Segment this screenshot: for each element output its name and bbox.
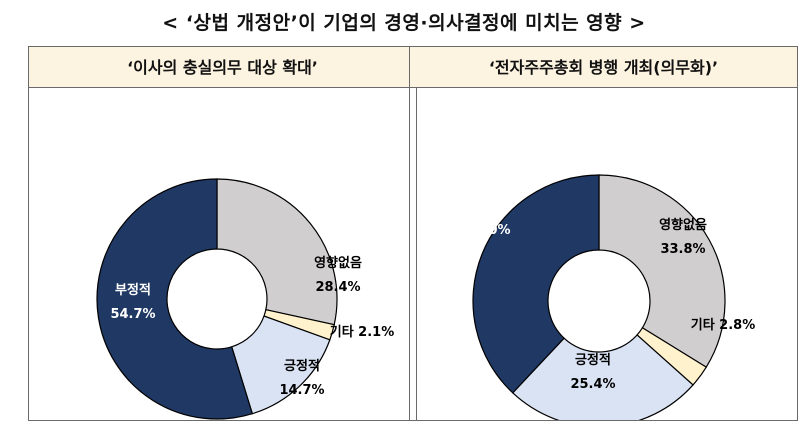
slice-value-2: 25.4% <box>570 377 615 392</box>
donut-slice-3 <box>96 178 254 420</box>
donut-chart-director-duty: 영향없음 28.4% 기타 2.1% 긍정적 14.7% 부정적 54.7% <box>96 178 395 420</box>
chart-panel-electronic-meeting: ‘전자주주총회 병행 개최(의무화)’ 영향없음 33.8% 기타 2.8% 긍정적 2… <box>409 46 798 421</box>
slice-value-0: 28.4% <box>315 280 360 295</box>
slice-label-1: 기타 2.8% <box>691 317 756 333</box>
slice-value-0: 33.8% <box>660 242 705 257</box>
donut-slice-2 <box>230 315 331 415</box>
slice-value-2: 14.7% <box>279 383 324 398</box>
slice-label-2: 긍정적 <box>284 358 320 374</box>
slice-label-3: 부정적 <box>470 198 506 214</box>
slice-label-2: 긍정적 <box>575 352 611 368</box>
donut-slice-2 <box>511 334 694 420</box>
donut-slice-3 <box>472 174 600 394</box>
donut-slice-0 <box>598 174 726 368</box>
chart-title: ‘이사의 충실의무 대상 확대’ <box>29 47 416 88</box>
slice-label-0: 영향없음 <box>314 255 362 271</box>
slice-value-3: 38.0% <box>465 223 510 238</box>
slice-label-0: 영향없음 <box>659 217 707 233</box>
slice-label-3: 부정적 <box>115 282 151 298</box>
page-title: < ‘상법 개정안’이 기업의 경영·의사결정에 미치는 영향 > <box>162 12 646 34</box>
chart-title: ‘전자주주총회 병행 개최(의무화)’ <box>410 47 797 88</box>
chart-panel-director-duty: ‘이사의 충실의무 대상 확대’ 영향없음 28.4% 기타 2.1% 긍정적 14.7… <box>28 46 417 421</box>
donut-slice-0 <box>216 178 338 326</box>
slice-label-1: 기타 2.1% <box>330 324 395 340</box>
slice-value-3: 54.7% <box>110 307 155 322</box>
donut-chart-electronic-meeting: 영향없음 33.8% 기타 2.8% 긍정적 25.4% 부정적 38.0% <box>465 174 756 420</box>
